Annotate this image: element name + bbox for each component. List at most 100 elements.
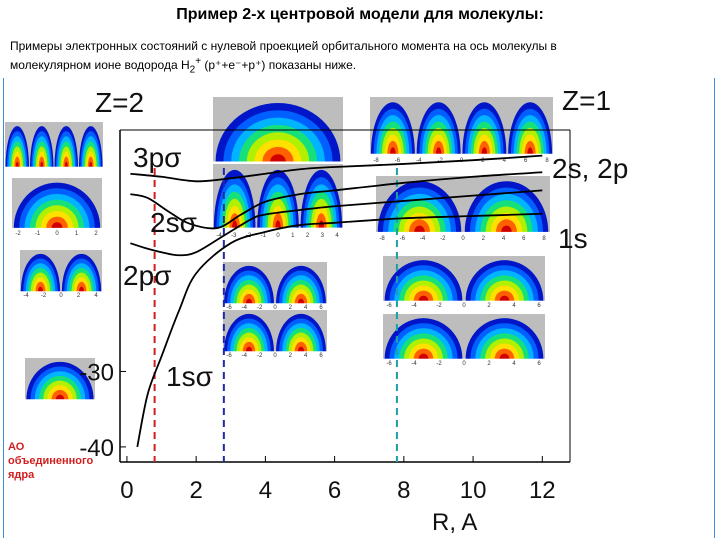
subtitle-sub: 2 [189, 64, 196, 76]
axes-layer: 0 2 4 6 8 10 12-40-30 [79, 129, 571, 504]
inset-tick-label: 4 [304, 353, 308, 359]
inset-tick-label: -6 [386, 303, 392, 309]
label-1s-sigma: 1sσ [166, 361, 213, 392]
inset-tick-label: 0 [273, 353, 277, 359]
inset-axis-strip [383, 300, 545, 308]
inset-tick-label: 6 [319, 305, 323, 311]
inset-far-2p: -6 -4 -2 0 2 4 6 [383, 256, 545, 309]
inset-tick-label: 3 [321, 233, 325, 239]
inset-tick-label: 2 [482, 236, 486, 242]
y-tick-label: -40 [79, 435, 114, 462]
inset-tick-label: 4 [94, 293, 98, 299]
inset-tick-label: 2 [94, 231, 98, 237]
inset-axis-strip [223, 303, 327, 310]
inset-tick-label: -4 [420, 236, 426, 242]
y-tick-label: -30 [79, 359, 114, 386]
inset-far-1s: -6 -4 -2 0 2 4 6 [383, 314, 545, 367]
inset-tick-label: 2 [487, 303, 491, 309]
inset-tick-label: -1 [35, 231, 41, 237]
curve-3p-sigma [130, 154, 543, 183]
inset-tick-label: -6 [226, 305, 232, 311]
ao-united-atom-label: АО объединенного ядра [8, 440, 118, 482]
inset-tick-label: 2 [77, 293, 81, 299]
slide-title: Пример 2-х центровой модели для молекулы… [176, 6, 544, 23]
x-tick-label: 12 [529, 477, 556, 504]
label-3p-sigma: 3pσ [133, 142, 181, 173]
inset-tick-label: -2 [440, 236, 446, 242]
curve-2s-sigma [130, 171, 543, 230]
ao-label-line3: ядра [8, 469, 35, 481]
inset-axis-strip [12, 227, 102, 236]
inset-axis-strip [383, 358, 545, 366]
x-tick-label: 10 [460, 477, 487, 504]
inset-tick-label: 6 [522, 236, 526, 242]
inset-tick-label: -8 [373, 158, 379, 164]
inset-tick-label: 8 [542, 236, 546, 242]
ao-label-line2: объединенного [8, 455, 94, 467]
inset-tick-label: 8 [545, 158, 549, 164]
inset-ao-3p [5, 122, 103, 174]
inset-tick-label: 0 [273, 305, 277, 311]
inset-axis-strip [25, 399, 95, 406]
inset-tick-label: 0 [462, 303, 466, 309]
inset-1s-mid: -6 -4 -2 0 2 4 6 [223, 310, 327, 359]
label-2p-sigma: 2pσ [123, 260, 171, 291]
inset-tick-label: -1 [261, 233, 267, 239]
inset-tick-label: 0 [276, 233, 280, 239]
subtitle-line2-suffix: (p⁺+e⁻+p⁺) показаны ниже. [201, 58, 357, 72]
x-axis-label: R, A [432, 509, 477, 536]
curve-2p-sigma [130, 189, 543, 257]
inset-tick-label: -6 [395, 158, 401, 164]
inset-tick-label: 6 [319, 353, 323, 359]
inset-tick-label: 0 [59, 293, 63, 299]
inset-tick-label: 0 [462, 361, 466, 367]
inset-tick-label: -2 [15, 231, 21, 237]
inset-tick-label: 2 [306, 233, 310, 239]
inset-tick-label: -4 [411, 361, 417, 367]
inset-tick-label: -8 [379, 236, 385, 242]
inset-tick-label: 0 [55, 231, 59, 237]
inset-tick-label: 2 [289, 353, 293, 359]
inset-ao-2p: -4 -2 0 2 4 [20, 250, 102, 299]
inset-tick-label: 0 [461, 236, 465, 242]
inset-tick-label: 1 [291, 233, 295, 239]
x-tick-label: 6 [328, 477, 341, 504]
inset-tick-label: 6 [537, 361, 541, 367]
inset-axis-strip [370, 153, 553, 163]
x-tick-label: 4 [259, 477, 272, 504]
inset-tick-label: 4 [304, 305, 308, 311]
diagram-panel [3, 78, 715, 538]
inset-ao-1s [25, 358, 95, 406]
inset-1s-far: -8 -6 -4 -2 0 2 4 6 8 [376, 176, 550, 242]
insets-layer: -2-1012-4-2024-4-3-2-101234-4-3-2-101234… [5, 97, 553, 406]
inset-tick-label: -2 [41, 293, 47, 299]
inset-tick-label: 4 [335, 233, 339, 239]
x-tick-label: 8 [397, 477, 410, 504]
inset-tick-label: 2 [481, 158, 485, 164]
ao-label-line1: АО [8, 441, 25, 453]
inset-tick-label: -2 [257, 305, 263, 311]
inset-ao-2s: -2 -1 0 1 2 [12, 178, 102, 237]
curve-1s-sigma [136, 212, 543, 448]
label-z2: Z=2 [95, 87, 144, 118]
inset-tick-label: 6 [524, 158, 528, 164]
subtitle: Примеры электронных состояний с нулевой … [10, 38, 700, 78]
inset-tick-label: -2 [436, 303, 442, 309]
inset-tick-label: 2 [487, 361, 491, 367]
inset-tick-label: -4 [23, 293, 29, 299]
inset-tick-label: -4 [216, 233, 222, 239]
inset-tick-label: 4 [512, 303, 516, 309]
inset-tick-label: 4 [503, 158, 507, 164]
subtitle-line2-prefix: молекулярном ионе водорода H [10, 58, 190, 72]
curves-layer [130, 154, 543, 448]
inset-tick-label: -4 [416, 158, 422, 164]
inset-2p-mid: -6 -4 -2 0 2 4 6 [223, 262, 327, 311]
subtitle-line1: Примеры электронных состояний с нулевой … [10, 39, 557, 53]
inset-tick-label: 1 [75, 231, 79, 237]
inset-axis-strip [376, 231, 550, 241]
markers-layer [153, 168, 398, 462]
inset-tick-label: -6 [386, 361, 392, 367]
inset-axis-strip [5, 166, 103, 174]
inset-tick-label: -2 [437, 158, 443, 164]
